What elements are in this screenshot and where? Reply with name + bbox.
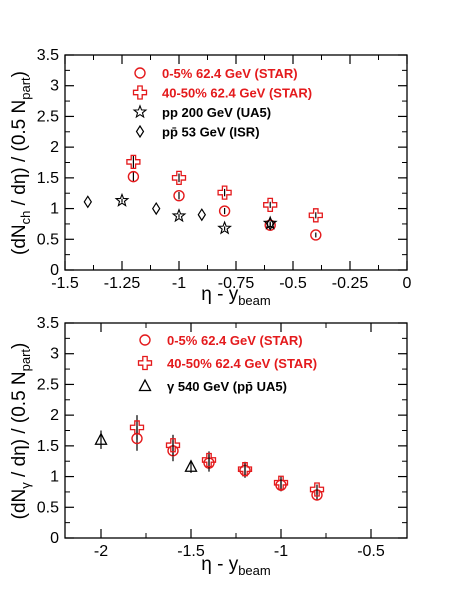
y-axis-label: (dNγ / dη) / (0.5 Npart) xyxy=(9,343,33,520)
series-2 xyxy=(114,192,278,235)
y-tick-label: 3 xyxy=(50,346,59,363)
data-point xyxy=(165,438,181,453)
data-point xyxy=(217,185,232,200)
x-tick-label: -1.25 xyxy=(104,275,141,292)
y-tick-label: 3 xyxy=(50,78,59,95)
legend-label: 0-5% 62.4 GeV (STAR) xyxy=(167,333,303,348)
series-1 xyxy=(126,154,323,223)
axis-ticks: -1.5 -1.25 -1 -0.75 -0.5 -0.25 0 0 0.5 1 1.5 2 2.5 3 3… xyxy=(37,47,412,292)
x-tick-label: 0 xyxy=(403,275,412,292)
data-point xyxy=(114,192,130,207)
y-tick-label: 3.5 xyxy=(37,315,59,332)
data-point xyxy=(265,217,275,231)
legend-label: 40-50% 62.4 GeV (STAR) xyxy=(167,356,317,371)
legend-marker xyxy=(139,334,151,346)
y-tick-label: 1 xyxy=(50,469,59,486)
legend-label: pp 200 GeV (UA5) xyxy=(162,105,271,120)
legend: 0-5% 62.4 GeV (STAR) 40-50% 62.4 GeV (STA… xyxy=(137,333,317,394)
data-marks xyxy=(94,415,325,501)
legend-marker xyxy=(135,124,145,139)
x-tick-label: -1 xyxy=(274,543,288,560)
y-tick-label: 1 xyxy=(50,201,59,218)
y-tick-label: 1.5 xyxy=(37,438,59,455)
legend-label: γ 540 GeV (pp̄ UA5) xyxy=(167,379,287,394)
series-2 xyxy=(94,430,198,473)
y-tick-label: 2.5 xyxy=(37,108,59,125)
x-axis-label: η - ybeam xyxy=(201,554,270,578)
data-point xyxy=(310,229,322,241)
series-1 xyxy=(129,415,325,497)
data-point xyxy=(201,452,217,468)
legend-marker xyxy=(132,85,148,100)
series-0 xyxy=(131,426,323,501)
x-tick-label: -0.75 xyxy=(218,275,255,292)
data-point xyxy=(197,208,207,222)
legend-marker xyxy=(137,355,153,371)
legend-marker xyxy=(138,378,152,392)
upper-panel: -1.5 -1.25 -1 -0.75 -0.5 -0.25 0 0 0.5 1 1.5 2 2.5 3 3… xyxy=(9,47,412,308)
data-marks xyxy=(83,154,323,241)
series-3 xyxy=(83,195,275,231)
data-point xyxy=(127,170,140,183)
x-tick-label: -1.5 xyxy=(177,543,205,560)
y-tick-label: 1.5 xyxy=(37,170,59,187)
legend-marker xyxy=(132,104,148,119)
data-point xyxy=(151,201,161,216)
x-tick-label: -0.5 xyxy=(279,275,307,292)
x-tick-label: -0.5 xyxy=(357,543,385,560)
y-tick-label: 2.5 xyxy=(37,376,59,393)
y-tick-label: 2 xyxy=(50,139,59,156)
y-tick-label: 3.5 xyxy=(37,47,59,64)
data-point xyxy=(173,189,185,202)
data-point xyxy=(262,215,278,230)
y-tick-label: 0 xyxy=(50,530,59,547)
y-tick-label: 0.5 xyxy=(37,231,59,248)
legend: 0-5% 62.4 GeV (STAR) 40-50% 62.4 GeV (STA… xyxy=(132,66,312,140)
x-tick-label: -1 xyxy=(172,275,186,292)
x-tick-label: -1.5 xyxy=(51,275,79,292)
data-point xyxy=(171,170,187,186)
legend-label: pp̄ 53 GeV (ISR) xyxy=(162,125,260,140)
data-point xyxy=(308,208,323,223)
data-point xyxy=(218,205,231,217)
y-axis-label: (dNch / dη) / (0.5 Npart) xyxy=(9,71,33,255)
data-point xyxy=(309,482,325,497)
data-point xyxy=(129,420,145,435)
y-tick-label: 2 xyxy=(50,407,59,424)
data-point xyxy=(184,459,198,472)
legend-marker xyxy=(134,67,146,79)
lower-panel: -2 -1.5 -1 -0.5 0 0.5 1 1.5 2 2.5 3 3.5 0-5% 62.4 G… xyxy=(9,315,408,578)
x-axis-label: η - ybeam xyxy=(201,284,270,308)
data-point xyxy=(83,195,93,209)
x-tick-label: -2 xyxy=(94,543,108,560)
y-tick-label: 0.5 xyxy=(37,499,59,516)
data-point xyxy=(263,197,278,213)
data-point xyxy=(237,462,253,477)
data-point xyxy=(94,432,108,445)
data-point xyxy=(217,220,233,235)
data-point xyxy=(126,154,141,170)
legend-label: 0-5% 62.4 GeV (STAR) xyxy=(162,66,298,81)
legend-label: 40-50% 62.4 GeV (STAR) xyxy=(162,86,312,101)
data-point xyxy=(171,208,187,223)
data-point xyxy=(273,475,289,490)
x-tick-label: -0.25 xyxy=(332,275,369,292)
axis-ticks: -2 -1.5 -1 -0.5 0 0.5 1 1.5 2 2.5 3 3.5 xyxy=(37,315,407,560)
y-tick-label: 0 xyxy=(50,262,59,279)
